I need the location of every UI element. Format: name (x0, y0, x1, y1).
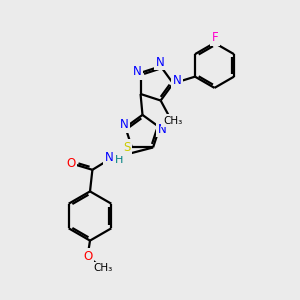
Text: S: S (123, 141, 130, 154)
Text: N: N (105, 151, 114, 164)
Text: N: N (133, 65, 141, 78)
Text: N: N (156, 56, 164, 69)
Text: N: N (158, 123, 166, 136)
Text: N: N (173, 74, 182, 87)
Text: CH₃: CH₃ (94, 263, 113, 273)
Text: O: O (83, 250, 92, 263)
Text: H: H (115, 155, 124, 165)
Text: N: N (119, 118, 128, 131)
Text: F: F (212, 31, 218, 44)
Text: CH₃: CH₃ (163, 116, 182, 126)
Text: O: O (66, 157, 75, 170)
